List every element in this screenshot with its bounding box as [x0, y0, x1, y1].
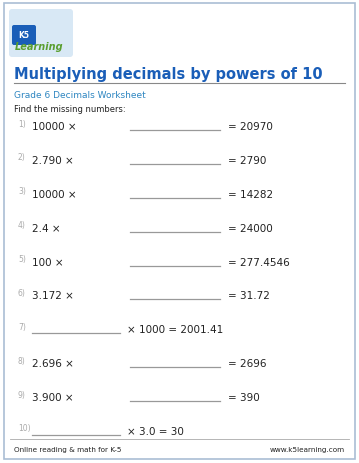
- Text: 2.4 ×: 2.4 ×: [32, 223, 61, 233]
- Text: = 2696: = 2696: [228, 358, 266, 369]
- Text: Find the missing numbers:: Find the missing numbers:: [14, 104, 126, 113]
- Text: Learning: Learning: [15, 42, 64, 52]
- Text: 9): 9): [18, 390, 26, 399]
- Text: 4): 4): [18, 221, 26, 230]
- Text: 10): 10): [18, 424, 31, 432]
- Text: 2.790 ×: 2.790 ×: [32, 156, 74, 166]
- Text: = 390: = 390: [228, 392, 260, 402]
- FancyBboxPatch shape: [9, 10, 73, 58]
- Text: 7): 7): [18, 322, 26, 331]
- Text: = 14282: = 14282: [228, 189, 273, 200]
- Text: = 31.72: = 31.72: [228, 291, 270, 301]
- Text: = 277.4546: = 277.4546: [228, 257, 290, 267]
- Text: www.k5learning.com: www.k5learning.com: [270, 446, 345, 452]
- Text: = 2790: = 2790: [228, 156, 266, 166]
- Text: 100 ×: 100 ×: [32, 257, 64, 267]
- Text: 2): 2): [18, 153, 26, 162]
- Text: K5: K5: [19, 31, 29, 40]
- Text: 5): 5): [18, 255, 26, 263]
- Text: 3.172 ×: 3.172 ×: [32, 291, 74, 301]
- Text: Online reading & math for K-5: Online reading & math for K-5: [14, 446, 121, 452]
- Text: 10000 ×: 10000 ×: [32, 189, 76, 200]
- Text: 3): 3): [18, 187, 26, 196]
- FancyBboxPatch shape: [12, 26, 36, 46]
- Text: Multiplying decimals by powers of 10: Multiplying decimals by powers of 10: [14, 67, 323, 82]
- Text: 6): 6): [18, 288, 26, 297]
- Text: = 24000: = 24000: [228, 223, 273, 233]
- Text: 1): 1): [18, 119, 26, 128]
- Text: 2.696 ×: 2.696 ×: [32, 358, 74, 369]
- Text: × 1000 = 2001.41: × 1000 = 2001.41: [127, 325, 223, 335]
- Text: 3.900 ×: 3.900 ×: [32, 392, 74, 402]
- Text: × 3.0 = 30: × 3.0 = 30: [127, 426, 184, 436]
- Text: = 20970: = 20970: [228, 122, 273, 131]
- Text: Grade 6 Decimals Worksheet: Grade 6 Decimals Worksheet: [14, 90, 146, 99]
- Text: 8): 8): [18, 356, 26, 365]
- Text: 10000 ×: 10000 ×: [32, 122, 76, 131]
